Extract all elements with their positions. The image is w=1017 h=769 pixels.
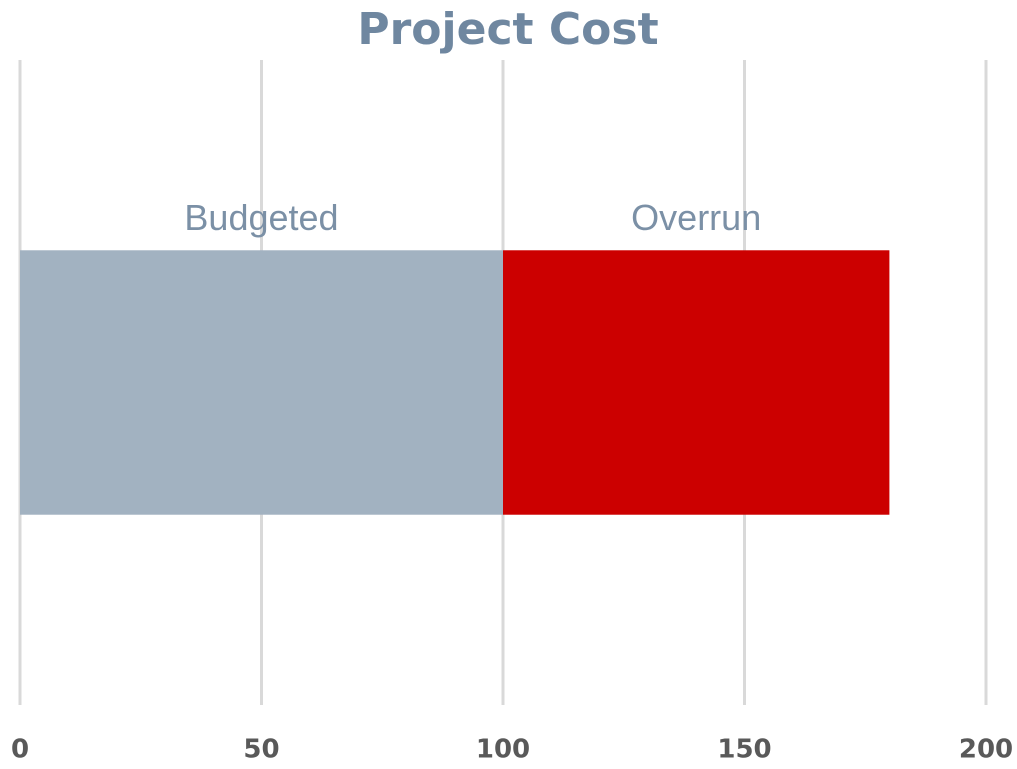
bar-segment xyxy=(20,250,503,515)
bar-segment xyxy=(503,250,890,515)
x-tick-label: 100 xyxy=(476,735,530,765)
chart-title: Project Cost xyxy=(357,4,658,55)
series-label: Budgeted xyxy=(184,197,338,238)
x-tick-label: 150 xyxy=(717,735,771,765)
x-tick-label: 0 xyxy=(11,735,29,765)
x-tick-label: 200 xyxy=(959,735,1013,765)
x-tick-label: 50 xyxy=(243,735,279,765)
series-label: Overrun xyxy=(631,197,761,238)
